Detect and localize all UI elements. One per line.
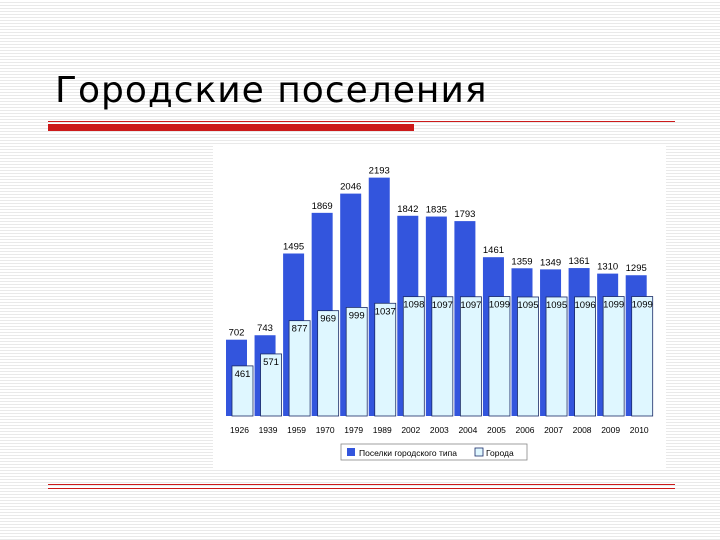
value-label-series-1-1989: 2193 [369,166,390,177]
footer-rule-top [48,484,675,485]
bar-series-2-2005 [488,296,511,417]
x-tick-2006: 2006 [516,425,535,435]
value-label-series-2-1939: 571 [263,357,279,368]
value-label-series-2-2003: 1097 [432,300,453,311]
bar-series-2-2007 [545,296,568,417]
legend-label-series-2: Города [486,448,514,458]
legend-swatch-series-2 [474,447,484,457]
bar-series-2-1989 [374,302,397,417]
x-tick-2003: 2003 [430,425,449,435]
bar-series-2-1970 [317,310,340,417]
value-label-series-1-2004: 1793 [454,209,475,220]
value-label-series-1-1970: 1869 [312,201,333,212]
bar-series-2-1939 [260,353,282,417]
chart-panel: 702 461 743 571 1495 877 1869 969 2046 999 2193 103… [213,146,666,468]
value-label-series-2-2002: 1098 [403,300,424,311]
bar-series-2-1979 [345,307,368,417]
bar-series-2-2003 [431,296,454,417]
value-label-series-2-2009: 1099 [603,300,624,311]
x-tick-1979: 1979 [344,425,363,435]
value-label-series-2-1979: 999 [349,310,365,321]
value-label-series-1-2007: 1349 [540,257,561,268]
value-label-series-1-2006: 1359 [511,256,532,267]
bar-series-2-2008 [574,296,597,417]
value-label-series-1-2003: 1835 [426,205,447,216]
x-tick-2009: 2009 [601,425,620,435]
value-label-series-2-2008: 1096 [575,300,596,311]
x-tick-1989: 1989 [373,425,392,435]
value-label-series-1-2005: 1461 [483,245,504,256]
value-label-series-1-1979: 2046 [340,182,361,193]
value-label-series-1-1959: 1495 [283,242,304,253]
x-tick-1939: 1939 [259,425,278,435]
bar-series-2-1926 [231,365,254,417]
x-tick-2010: 2010 [630,425,649,435]
title-underline-bar [48,124,414,131]
value-label-series-2-1926: 461 [235,369,251,380]
value-label-series-2-2010: 1099 [632,300,653,311]
value-label-series-2-1970: 969 [320,314,336,325]
value-label-series-2-2004: 1097 [460,300,481,311]
value-label-series-2-1959: 877 [292,324,308,335]
bar-series-2-2009 [602,296,625,417]
x-tick-1959: 1959 [287,425,306,435]
bar-series-2-2004 [459,296,482,417]
slide-title: Городские поселения [55,70,488,111]
value-label-series-1-2002: 1842 [397,204,418,215]
footer-rule-bottom [48,488,675,489]
x-tick-1926: 1926 [230,425,249,435]
value-label-series-2-2005: 1099 [489,300,510,311]
x-tick-2007: 2007 [544,425,563,435]
value-label-series-1-2010: 1295 [626,263,647,274]
value-label-series-2-1989: 1037 [375,306,396,317]
value-label-series-2-2007: 1095 [546,300,567,311]
x-tick-1970: 1970 [316,425,335,435]
value-label-series-1-1939: 743 [257,323,273,334]
bar-series-2-2006 [517,296,539,417]
legend-swatch-series-1 [347,448,355,456]
legend: Поселки городского типа Города [340,443,528,461]
x-tick-2005: 2005 [487,425,506,435]
legend-label-series-1: Поселки городского типа [359,448,457,458]
x-tick-2004: 2004 [458,425,477,435]
value-labels-layer: 702 461 743 571 1495 877 1869 969 2046 999 2193 103… [229,166,653,380]
value-label-series-1-2009: 1310 [597,262,618,273]
bar-series-2-2010 [631,296,654,417]
value-label-series-1-2008: 1361 [569,256,590,267]
x-tick-labels-layer: 1926 1939 1959 1970 1979 1989 2002 2003 2004 2005… [230,425,649,435]
x-tick-2002: 2002 [401,425,420,435]
value-label-series-1-1926: 702 [229,328,245,339]
title-underline-thin [48,121,675,122]
bars-layer [226,177,654,417]
x-tick-2008: 2008 [573,425,592,435]
bar-series-2-2002 [402,296,425,417]
bar-series-2-1959 [288,320,311,417]
value-label-series-2-2006: 1095 [517,300,538,311]
bar-chart: 702 461 743 571 1495 877 1869 969 2046 999 2193 103… [226,166,654,461]
